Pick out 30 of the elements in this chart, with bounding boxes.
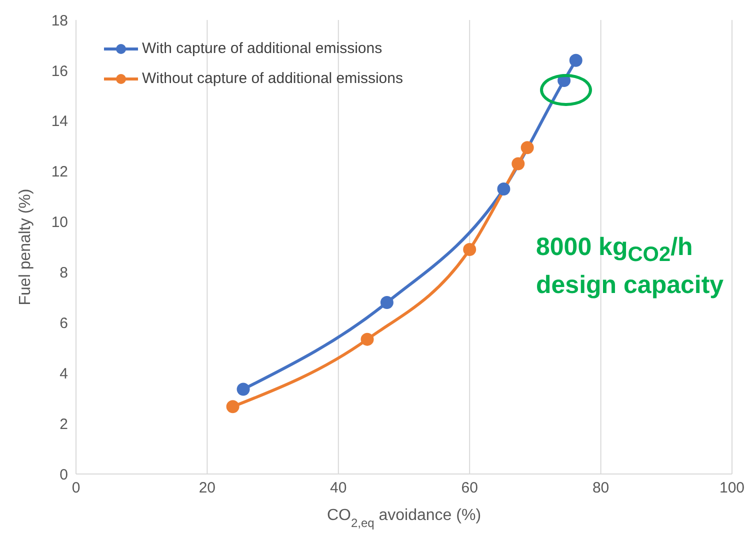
y-tick-label: 2 bbox=[60, 416, 68, 433]
x-tick-label: 40 bbox=[330, 480, 347, 497]
y-tick-label: 4 bbox=[60, 365, 68, 382]
point bbox=[520, 141, 534, 154]
x-axis-title: CO$_{2,eq}$ avoidance (%) bbox=[326, 507, 482, 530]
x-tick-label: 60 bbox=[461, 480, 478, 497]
y-tick-label: 18 bbox=[51, 12, 68, 30]
point bbox=[226, 400, 240, 414]
x-tick-label: 0 bbox=[72, 480, 80, 497]
point bbox=[380, 296, 394, 309]
point bbox=[463, 243, 476, 256]
legend-label: With capture of additional emissions bbox=[142, 39, 382, 59]
y-tick-label: 12 bbox=[51, 164, 68, 181]
y-tick-label: 14 bbox=[51, 113, 68, 130]
legend-label: Without capture of additional emissions bbox=[142, 69, 403, 89]
point bbox=[512, 157, 525, 170]
point bbox=[360, 332, 374, 346]
point bbox=[497, 182, 510, 196]
point bbox=[569, 54, 582, 67]
x-tick-label: 100 bbox=[719, 480, 745, 497]
x-tick-label: 20 bbox=[198, 480, 216, 497]
y-axis-title: Fuel penalty (%) bbox=[17, 188, 34, 306]
x-tick-label: 80 bbox=[592, 480, 610, 497]
annotation: 8000 kg$_{CO2}$/h design capacity bbox=[536, 232, 725, 300]
y-tick-label: 16 bbox=[51, 62, 68, 80]
y-tick-label: 10 bbox=[51, 214, 68, 232]
point bbox=[236, 382, 250, 396]
y-tick-label: 0 bbox=[60, 466, 68, 484]
y-tick-label: 6 bbox=[60, 314, 68, 332]
y-tick-label: 8 bbox=[60, 264, 68, 282]
